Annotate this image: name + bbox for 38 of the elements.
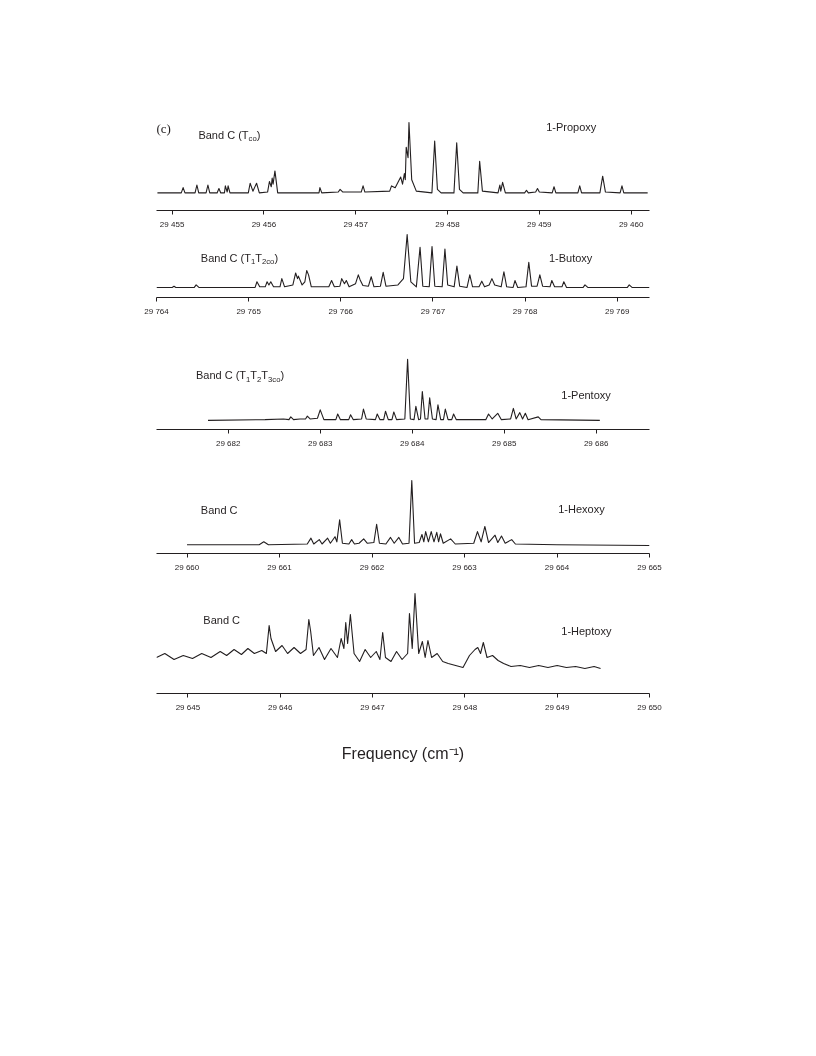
- x-tick-label: 29 683: [307, 438, 334, 448]
- x-axis-title: Frequency (cm⁻¹): [341, 744, 465, 762]
- series-label: 1-Pentoxy: [561, 389, 612, 402]
- x-tick-label: 29 650: [637, 702, 663, 712]
- x-tick-label: 29 456: [251, 219, 277, 229]
- x-tick-label: 29 769: [605, 306, 631, 316]
- annotation: Band C: [200, 504, 238, 517]
- x-tick-label: 29 768: [512, 306, 538, 316]
- x-tick-label: 29 457: [343, 219, 369, 229]
- text: 1-Heptoxy: [561, 624, 612, 637]
- x-tick-label: 29 682: [216, 438, 242, 448]
- x-tick-label: 29 649: [544, 702, 570, 712]
- x-tick-label: 29 686: [583, 438, 609, 448]
- x-tick-label: 29 660: [174, 562, 200, 572]
- x-tick-label: 29 455: [159, 219, 185, 229]
- x-tick-label: 29 663: [452, 562, 478, 572]
- x-tick-label: 29 645: [175, 702, 201, 712]
- x-tick-label: 29 684: [399, 438, 425, 448]
- text: 1-Propoxy: [546, 120, 597, 133]
- x-tick-label: 29 764: [144, 306, 170, 316]
- x-tick-label: 29 458: [435, 219, 461, 229]
- text: 1-Hexoxy: [558, 502, 606, 515]
- x-tick-label: 29 647: [360, 702, 386, 712]
- x-tick-label: 29 767: [420, 306, 446, 316]
- x-tick-label: 29 662: [359, 562, 385, 572]
- x-tick-label: 29 765: [236, 306, 262, 316]
- x-tick-label: 29 661: [267, 562, 293, 572]
- x-tick-label: 29 766: [328, 306, 354, 316]
- x-tick-label: 29 459: [527, 219, 553, 229]
- annotation: (c): [156, 121, 171, 137]
- x-tick-label: 29 646: [267, 702, 293, 712]
- series-label: 1-Butoxy: [548, 251, 593, 264]
- x-tick-label: 29 665: [637, 562, 663, 572]
- x-tick-label: 29 664: [544, 562, 570, 572]
- x-tick-label: 29 460: [618, 219, 644, 229]
- annotation: Band C: [203, 613, 241, 626]
- x-tick-label: 29 648: [452, 702, 478, 712]
- x-tick-label: 29 685: [491, 438, 517, 448]
